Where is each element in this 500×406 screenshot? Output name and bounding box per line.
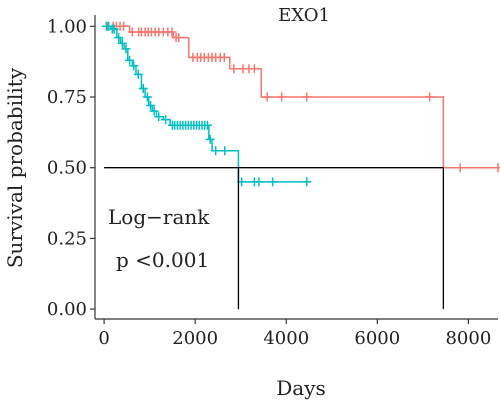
- pvalue-annotation: p <0.001: [116, 248, 209, 272]
- y-axis-title: Survival probability: [3, 67, 27, 268]
- censor-mark-1: [133, 69, 143, 79]
- censor-mark-1: [254, 177, 264, 187]
- y-tick-label: 0.25: [47, 228, 87, 249]
- axis-ticks: [90, 15, 498, 324]
- survival-curve-0: [104, 25, 498, 169]
- censor-mark-1: [211, 146, 221, 156]
- x-tick-label: 6000: [354, 328, 400, 349]
- censor-mark-0: [249, 64, 259, 74]
- censor-mark-0: [277, 92, 287, 102]
- censor-mark-1: [161, 115, 171, 125]
- censor-mark-1: [125, 55, 135, 65]
- censor-mark-0: [425, 92, 435, 102]
- censor-mark-0: [174, 33, 184, 43]
- censor-mark-1: [202, 120, 212, 130]
- censor-mark-1: [138, 84, 148, 94]
- censor-mark-1: [146, 100, 156, 110]
- censor-mark-0: [229, 64, 239, 74]
- censor-mark-1: [149, 106, 159, 116]
- censor-mark-0: [493, 163, 500, 173]
- censor-mark-1: [220, 146, 230, 156]
- y-tick-label: 0.00: [47, 299, 87, 320]
- censor-mark-1: [121, 44, 131, 54]
- chart-title: EXO1: [278, 5, 330, 26]
- censor-mark-0: [455, 163, 465, 173]
- censor-mark-1: [142, 92, 152, 102]
- x-tick-label: 4000: [263, 328, 309, 349]
- survival-curve-1: [104, 25, 307, 183]
- x-tick-label: 0: [98, 328, 109, 349]
- censor-mark-1: [154, 112, 164, 122]
- censor-mark-0: [262, 92, 272, 102]
- logrank-annotation: Log−rank: [108, 205, 210, 229]
- censor-mark-1: [109, 24, 119, 34]
- y-tick-label: 0.50: [47, 158, 87, 179]
- x-tick-labels: 0 2000 4000 6000 8000: [98, 328, 491, 349]
- censor-mark-1: [205, 134, 215, 144]
- censor-mark-1: [114, 33, 124, 43]
- censor-mark-0: [167, 27, 177, 37]
- x-tick-label: 2000: [172, 328, 218, 349]
- plot-area: [101, 21, 500, 310]
- y-tick-label: 1.00: [47, 16, 87, 37]
- x-axis-title: Days: [276, 376, 326, 400]
- y-tick-labels: 0.00 0.25 0.50 0.75 1.00: [47, 16, 87, 320]
- censor-mark-0: [119, 21, 129, 31]
- censor-mark-1: [129, 61, 139, 71]
- censor-mark-1: [268, 177, 278, 187]
- censor-mark-0: [302, 92, 312, 102]
- y-tick-label: 0.75: [47, 87, 87, 108]
- censor-mark-1: [302, 177, 312, 187]
- censor-mark-1: [117, 38, 127, 48]
- x-tick-label: 8000: [445, 328, 491, 349]
- censor-mark-0: [219, 52, 229, 62]
